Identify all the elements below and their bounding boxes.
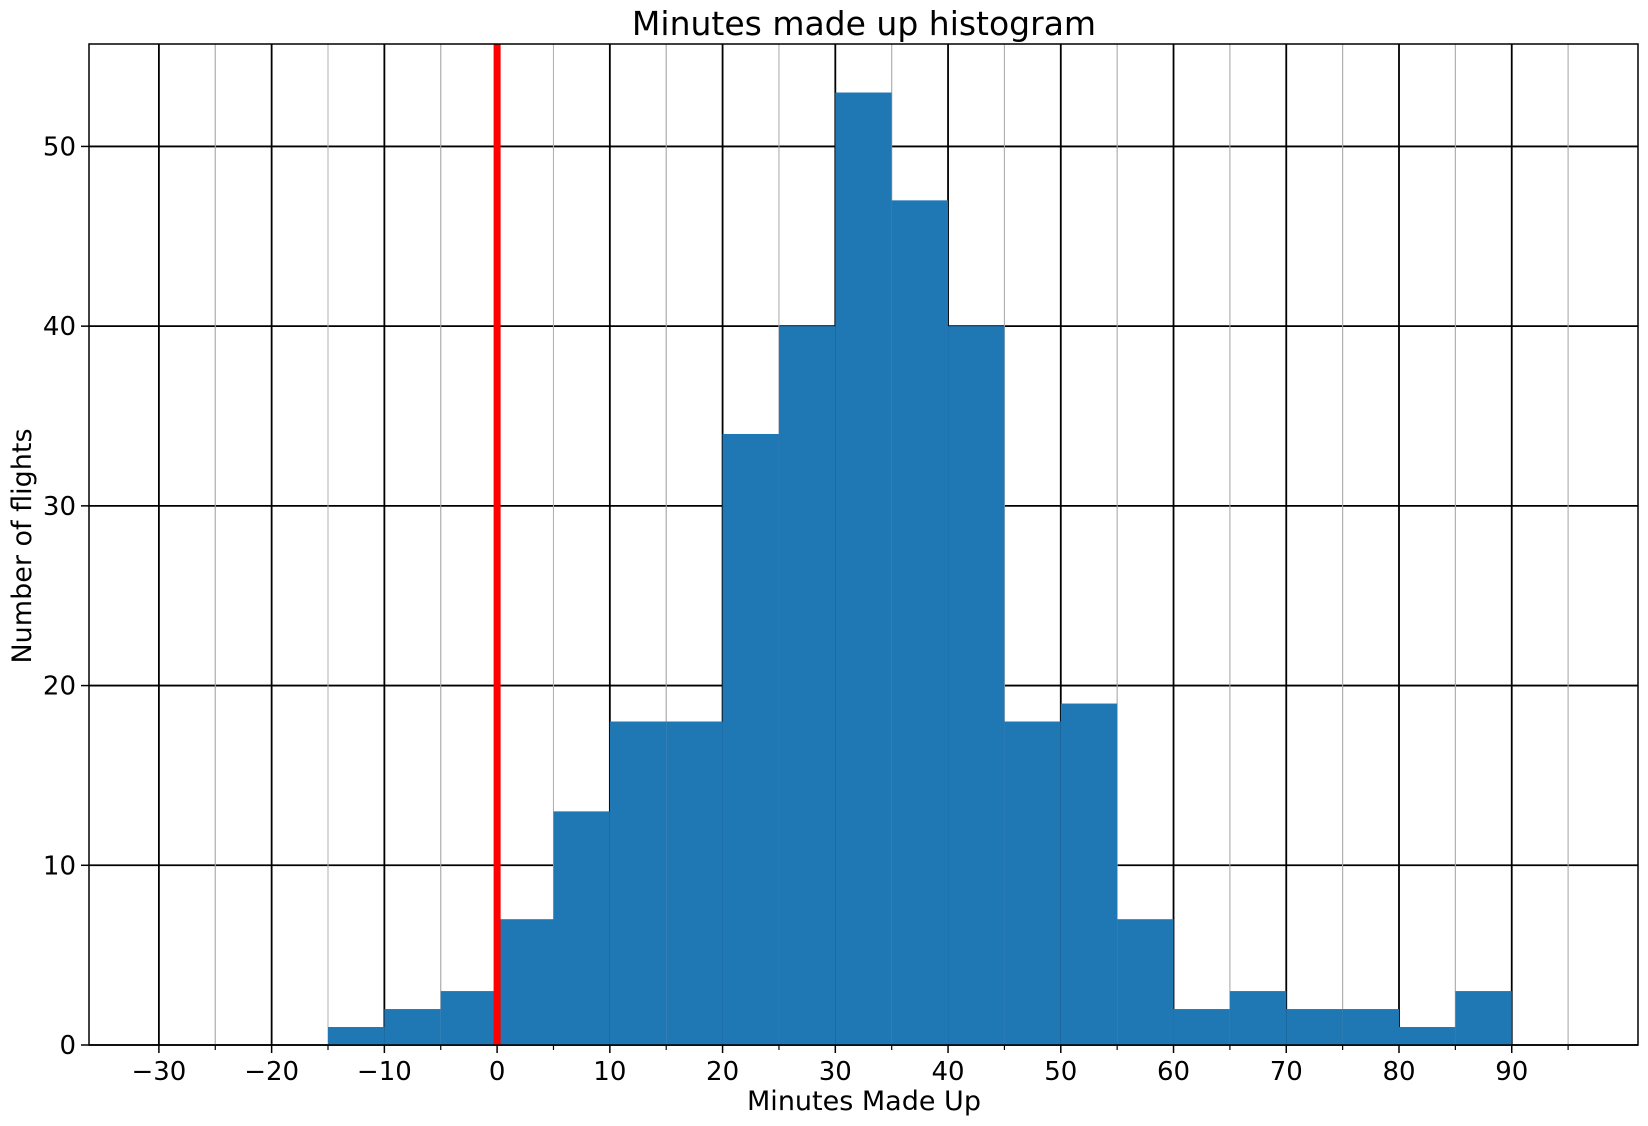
histogram-bar <box>384 1009 441 1045</box>
x-tick-label: 90 <box>1495 1057 1528 1087</box>
x-tick-label: −30 <box>131 1057 186 1087</box>
histogram-bar <box>891 200 949 1045</box>
plot-frame <box>88 43 1639 1046</box>
histogram-bar <box>609 721 667 1045</box>
histogram-bar <box>722 433 779 1045</box>
histogram-bar <box>553 811 610 1045</box>
y-tick-label: 50 <box>43 132 76 162</box>
y-axis-ticks: 0 10 20 30 40 50 <box>43 132 89 1061</box>
histogram-bar <box>497 919 554 1045</box>
y-tick-label: 0 <box>59 1031 76 1061</box>
histogram-bar <box>328 1027 385 1045</box>
x-tick-label: 80 <box>1382 1057 1415 1087</box>
y-tick-label: 20 <box>43 672 76 702</box>
x-tick-label: 50 <box>1044 1057 1077 1087</box>
chart-title: Minutes made up histogram <box>632 4 1096 43</box>
x-tick-label: 20 <box>706 1057 739 1087</box>
histogram-bar <box>440 991 498 1045</box>
y-axis-label: Number of flights <box>7 428 38 663</box>
x-tick-label: 0 <box>489 1057 506 1087</box>
histogram-bar <box>1229 991 1287 1045</box>
x-tick-label: 10 <box>593 1057 626 1087</box>
x-tick-label: 30 <box>819 1057 852 1087</box>
histogram-bar <box>1173 1009 1230 1045</box>
histogram-bar <box>1398 1027 1456 1045</box>
histogram-bar <box>1117 919 1174 1045</box>
x-tick-label: 70 <box>1270 1057 1303 1087</box>
histogram-bars <box>328 92 1512 1045</box>
y-tick-label: 30 <box>43 492 76 522</box>
histogram-bar <box>1455 991 1512 1045</box>
histogram-bar <box>1286 1009 1343 1045</box>
histogram-bar <box>666 721 723 1045</box>
x-axis-label: Minutes Made Up <box>747 1086 981 1117</box>
x-tick-label: −10 <box>357 1057 412 1087</box>
histogram-bar <box>1060 703 1118 1045</box>
y-tick-label: 40 <box>43 312 76 342</box>
x-axis-ticks: −30 −20 −10 0 10 20 30 40 50 60 70 80 90 <box>131 1045 1569 1087</box>
histogram-bar <box>835 92 892 1045</box>
histogram-bar <box>1342 1009 1399 1045</box>
histogram-bar <box>1004 721 1061 1045</box>
x-tick-label: 40 <box>932 1057 965 1087</box>
x-tick-label: −20 <box>244 1057 299 1087</box>
y-tick-label: 10 <box>43 851 76 881</box>
histogram-bar <box>948 326 1005 1045</box>
histogram-bar <box>778 326 836 1045</box>
x-tick-label: 60 <box>1157 1057 1190 1087</box>
